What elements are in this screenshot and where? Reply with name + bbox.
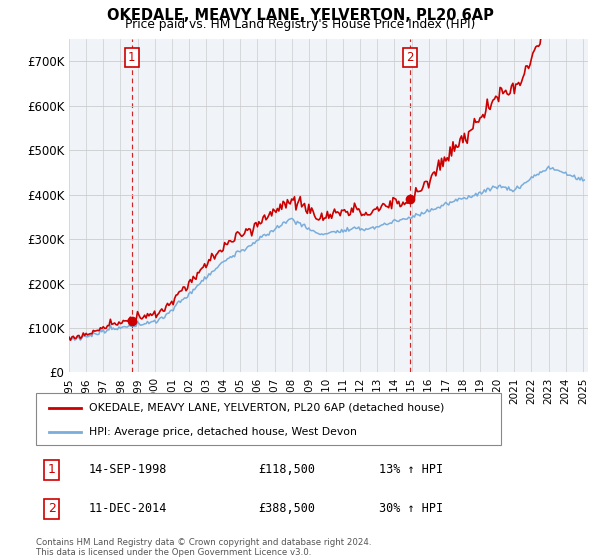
Text: Contains HM Land Registry data © Crown copyright and database right 2024.
This d: Contains HM Land Registry data © Crown c… (36, 538, 371, 557)
Text: 2: 2 (48, 502, 56, 515)
Text: HPI: Average price, detached house, West Devon: HPI: Average price, detached house, West… (89, 427, 356, 437)
Text: OKEDALE, MEAVY LANE, YELVERTON, PL20 6AP: OKEDALE, MEAVY LANE, YELVERTON, PL20 6AP (107, 8, 493, 24)
Text: £118,500: £118,500 (258, 463, 315, 477)
Text: 2: 2 (406, 51, 414, 64)
FancyBboxPatch shape (36, 393, 500, 445)
Text: £388,500: £388,500 (258, 502, 315, 515)
Text: 14-SEP-1998: 14-SEP-1998 (89, 463, 167, 477)
Text: Price paid vs. HM Land Registry's House Price Index (HPI): Price paid vs. HM Land Registry's House … (125, 18, 475, 31)
Text: 13% ↑ HPI: 13% ↑ HPI (379, 463, 443, 477)
Text: 1: 1 (48, 463, 56, 477)
Text: 11-DEC-2014: 11-DEC-2014 (89, 502, 167, 515)
Text: 30% ↑ HPI: 30% ↑ HPI (379, 502, 443, 515)
Text: OKEDALE, MEAVY LANE, YELVERTON, PL20 6AP (detached house): OKEDALE, MEAVY LANE, YELVERTON, PL20 6AP… (89, 403, 444, 413)
Text: 1: 1 (128, 51, 136, 64)
